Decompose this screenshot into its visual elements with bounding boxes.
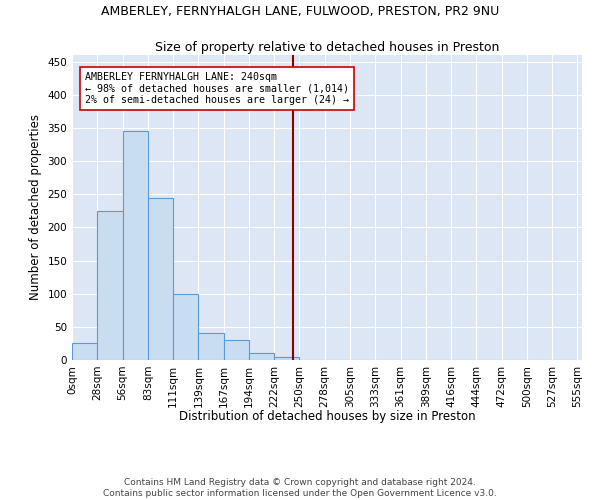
Text: Contains HM Land Registry data © Crown copyright and database right 2024.
Contai: Contains HM Land Registry data © Crown c… — [103, 478, 497, 498]
Text: AMBERLEY, FERNYHALGH LANE, FULWOOD, PRESTON, PR2 9NU: AMBERLEY, FERNYHALGH LANE, FULWOOD, PRES… — [101, 5, 499, 18]
Bar — [249, 354, 274, 360]
Bar — [173, 294, 199, 360]
Bar — [224, 340, 249, 360]
Bar — [199, 334, 224, 360]
Bar — [148, 198, 173, 360]
Bar — [274, 356, 299, 360]
Y-axis label: Number of detached properties: Number of detached properties — [29, 114, 42, 300]
Bar — [97, 211, 122, 360]
Text: AMBERLEY FERNYHALGH LANE: 240sqm
← 98% of detached houses are smaller (1,014)
2%: AMBERLEY FERNYHALGH LANE: 240sqm ← 98% o… — [85, 72, 349, 105]
Bar — [122, 131, 148, 360]
Bar — [72, 344, 97, 360]
X-axis label: Distribution of detached houses by size in Preston: Distribution of detached houses by size … — [179, 410, 475, 423]
Title: Size of property relative to detached houses in Preston: Size of property relative to detached ho… — [155, 41, 499, 54]
